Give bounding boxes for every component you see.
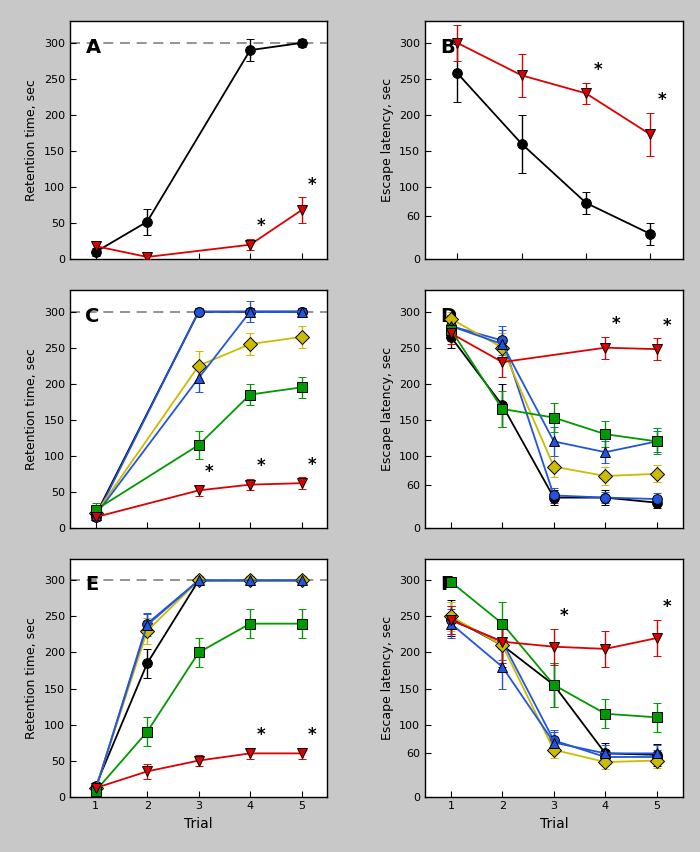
Text: *: * [308, 456, 316, 474]
Text: *: * [663, 317, 671, 335]
Text: *: * [256, 458, 265, 475]
Text: *: * [658, 91, 666, 109]
Text: *: * [663, 598, 671, 617]
Y-axis label: Retention time, sec: Retention time, sec [25, 617, 38, 739]
Text: F: F [440, 575, 454, 595]
Text: A: A [85, 38, 101, 57]
Y-axis label: Escape latency, sec: Escape latency, sec [381, 78, 393, 202]
Text: *: * [560, 607, 568, 625]
Text: E: E [85, 575, 99, 595]
Text: C: C [85, 307, 100, 325]
Text: *: * [308, 726, 316, 744]
Text: D: D [440, 307, 456, 325]
Y-axis label: Escape latency, sec: Escape latency, sec [381, 616, 393, 740]
Text: *: * [256, 217, 265, 235]
X-axis label: Trial: Trial [184, 817, 213, 831]
Text: *: * [256, 726, 265, 744]
Text: *: * [612, 315, 620, 333]
Text: *: * [594, 61, 602, 79]
Text: *: * [308, 176, 316, 193]
Y-axis label: Retention time, sec: Retention time, sec [25, 79, 38, 201]
Y-axis label: Retention time, sec: Retention time, sec [25, 348, 38, 470]
Text: *: * [205, 463, 214, 481]
Text: B: B [440, 38, 455, 57]
X-axis label: Trial: Trial [540, 817, 568, 831]
Y-axis label: Escape latency, sec: Escape latency, sec [381, 347, 393, 471]
